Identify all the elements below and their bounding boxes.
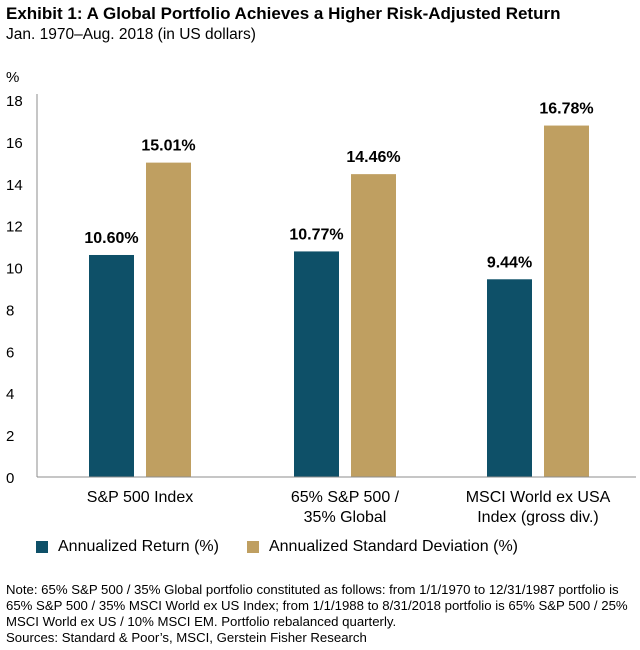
x-category-label: MSCI World ex USA: [466, 489, 611, 506]
bar-value-label: 10.77%: [289, 226, 343, 243]
legend-label-return: Annualized Return (%): [58, 538, 219, 555]
sources: Sources: Standard & Poor’s, MSCI, Gerste…: [6, 630, 367, 645]
legend-label-stdev: Annualized Standard Deviation (%): [268, 538, 518, 555]
chart-title: Exhibit 1: A Global Portfolio Achieves a…: [6, 4, 561, 23]
y-tick-label: 0: [6, 470, 14, 487]
bar-value-label: 14.46%: [346, 149, 400, 166]
x-category-label: 35% Global: [304, 509, 387, 526]
footnote: Note: 65% S&P 500 / 35% Global portfolio…: [6, 582, 628, 629]
chart-subtitle: Jan. 1970–Aug. 2018 (in US dollars): [6, 26, 256, 43]
y-tick-label: 4: [6, 386, 14, 403]
x-category-label: Index (gross div.): [477, 509, 599, 526]
x-category-label: 65% S&P 500 /: [291, 489, 400, 506]
bar-annualized-return: [89, 254, 134, 477]
y-tick-label: 14: [6, 177, 23, 194]
bar-annualized-return: [487, 279, 532, 477]
y-tick-label: 12: [6, 219, 23, 236]
bar-annualized-return: [294, 251, 339, 477]
bar-value-label: 10.60%: [84, 230, 138, 247]
legend-item-return: Annualized Return (%): [36, 538, 219, 556]
y-tick-label: 16: [6, 135, 23, 152]
legend-item-stdev: Annualized Standard Deviation (%): [246, 538, 518, 556]
bar-value-label: 16.78%: [539, 101, 593, 118]
bar-chart: 0 2 4 6 8 10 12 14 16 18 10.60% 10.77% 9.44% 15.01% 1…: [6, 93, 636, 526]
legend: Annualized Return (%) Annualized Standar…: [36, 538, 546, 556]
bar-annualized-stdev: [544, 125, 589, 478]
bar-annualized-stdev: [146, 162, 191, 477]
legend-swatch-return: [36, 541, 48, 553]
bar-value-label: 15.01%: [141, 138, 195, 155]
y-tick-label: 6: [6, 344, 14, 361]
x-category-label: S&P 500 Index: [87, 489, 193, 506]
y-tick-label: 18: [6, 93, 23, 110]
y-tick-label: 10: [6, 261, 23, 278]
y-axis-unit: %: [6, 69, 20, 86]
bar-annualized-stdev: [351, 174, 396, 478]
bar-value-label: 9.44%: [487, 254, 532, 271]
legend-swatch-stdev: [246, 541, 259, 553]
y-tick-label: 2: [6, 428, 14, 445]
y-tick-label: 8: [6, 302, 14, 319]
